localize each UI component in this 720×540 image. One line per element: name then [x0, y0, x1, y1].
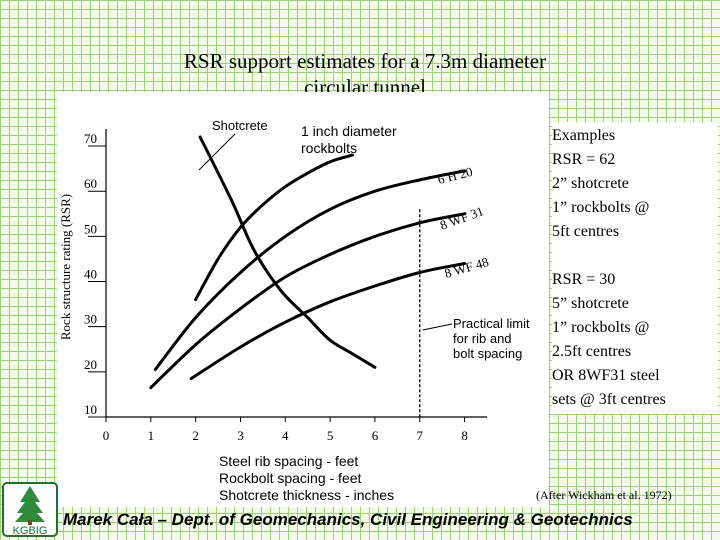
wf31-curve [149, 212, 467, 390]
h20-label: 6 H 20 [436, 164, 474, 187]
x-tick-label: 8 [461, 428, 468, 443]
source-note: (After Wickham et al. 1972) [536, 488, 672, 502]
example-1-line: 1” rockbolts @ [552, 199, 650, 216]
example-2-line: OR 8WF31 steel [552, 367, 660, 384]
y-tick-label: 30 [84, 312, 97, 327]
y-tick-label: 40 [84, 267, 97, 282]
y-tick-label: 60 [84, 176, 97, 191]
wf31-label: 8 WF 31 [438, 203, 486, 233]
y-tick-label: 70 [84, 131, 97, 146]
example-2-line: sets @ 3ft centres [552, 391, 666, 408]
example-2-line: RSR = 30 [552, 271, 616, 288]
x-tick-label: 0 [103, 428, 110, 443]
x-tick-label: 4 [282, 428, 289, 443]
x-tick-label: 6 [372, 428, 379, 443]
limit-pointer [422, 323, 453, 331]
examples-heading: Examples [552, 127, 616, 144]
x-axis-label: Steel rib spacing - feet [219, 453, 358, 469]
y-tick-label: 20 [84, 357, 97, 372]
kgbig-logo: KGBIG [2, 482, 58, 537]
x-tick-label: 7 [417, 428, 424, 443]
y-axis-label: Rock structure rating (RSR) [58, 194, 73, 340]
x-tick-label: 5 [327, 428, 334, 443]
example-1-line: 2” shotcrete [552, 175, 629, 192]
y-tick-label: 10 [84, 402, 97, 417]
example-1-line: RSR = 62 [552, 151, 616, 168]
rockbolt-curve [194, 153, 354, 302]
x-tick-label: 3 [237, 428, 244, 443]
practical-limit-label: for rib and [453, 331, 512, 346]
shotcrete-label: Shotcrete [212, 118, 268, 133]
x-tick-label: 2 [192, 428, 199, 443]
footer-text: Marek Cała – Dept. of Geomechanics, Civi… [63, 510, 633, 529]
wf48-curve [189, 262, 467, 381]
example-2-line: 1” rockbolts @ [552, 319, 650, 336]
practical-limit-label: bolt spacing [453, 346, 522, 361]
shotcrete-curve [198, 135, 377, 369]
x-axis-label: Rockbolt spacing - feet [219, 470, 362, 486]
wf48-label: 8 WF 48 [443, 254, 491, 281]
chart-panel: 10 20 30 40 50 60 70 0 1 2 3 4 5 6 7 8 Rock structure ra… [57, 92, 549, 507]
y-tick-label: 50 [84, 221, 97, 236]
rockbolts-label: rockbolts [301, 140, 357, 156]
x-axis-label: Shotcrete thickness - inches [219, 487, 394, 503]
examples-panel: Examples RSR = 62 2” shotcrete 1” rockbo… [552, 122, 718, 414]
examples-spacer [552, 244, 718, 268]
rockbolts-label: 1 inch diameter [301, 123, 397, 139]
example-2-line: 5” shotcrete [552, 295, 629, 312]
practical-limit-label: Practical limit [453, 316, 530, 331]
example-2-line: 2.5ft centres [552, 343, 632, 360]
slide-title: RSR support estimates for a 7.3m diamete… [100, 48, 630, 100]
x-tick-label: 1 [148, 428, 155, 443]
rsr-chart: 10 20 30 40 50 60 70 0 1 2 3 4 5 6 7 8 Rock structure ra… [58, 118, 530, 503]
shotcrete-pointer [198, 133, 236, 171]
h20-curve [153, 169, 467, 372]
example-1-line: 5ft centres [552, 223, 620, 240]
logo-text: KGBIG [13, 525, 48, 537]
title-line-1: RSR support estimates for a 7.3m diamete… [183, 49, 547, 73]
